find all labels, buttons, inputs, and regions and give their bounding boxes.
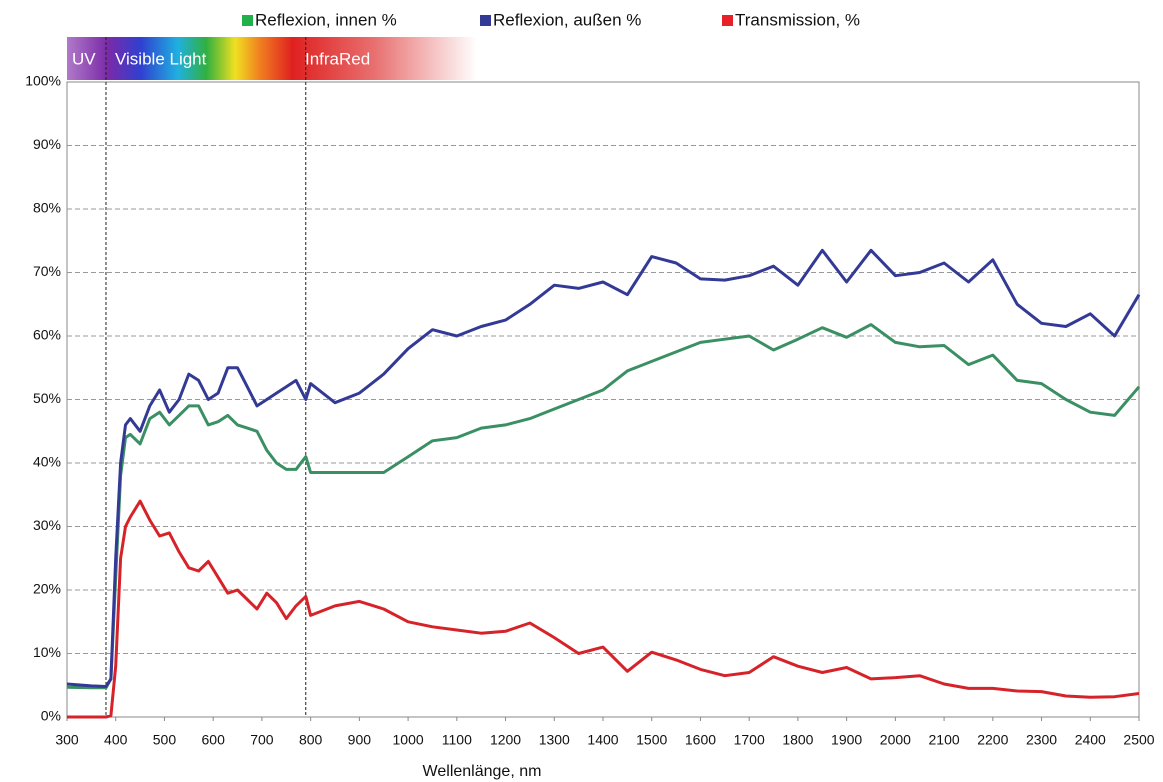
legend-swatch <box>480 15 491 26</box>
y-tick-label: 80% <box>33 200 61 216</box>
x-tick-label: 1900 <box>831 732 862 748</box>
series-line <box>66 248 1141 688</box>
band-label: Visible Light <box>115 49 207 68</box>
x-tick-label: 1700 <box>734 732 765 748</box>
series-line <box>67 499 1140 719</box>
series-line <box>66 323 1141 690</box>
y-tick-label: 0% <box>41 708 61 724</box>
x-tick-label: 500 <box>153 732 177 748</box>
y-tick-label: 40% <box>33 454 61 470</box>
y-tick-label: 70% <box>33 263 61 279</box>
y-tick-label: 30% <box>33 517 61 533</box>
y-tick-label: 50% <box>33 390 61 406</box>
y-tick-label: 10% <box>33 644 61 660</box>
x-tick-label: 900 <box>348 732 372 748</box>
x-tick-label: 400 <box>104 732 128 748</box>
y-tick-label: 90% <box>33 136 61 152</box>
x-tick-label: 1400 <box>587 732 618 748</box>
x-tick-label: 600 <box>202 732 226 748</box>
legend-label: Transmission, % <box>735 10 860 29</box>
band-label: InfraRed <box>305 49 370 68</box>
x-tick-label: 2500 <box>1123 732 1154 748</box>
x-tick-label: 800 <box>299 732 323 748</box>
x-tick-label: 1300 <box>539 732 570 748</box>
y-tick-label: 20% <box>33 581 61 597</box>
x-tick-label: 1100 <box>442 732 472 748</box>
x-tick-label: 2300 <box>1026 732 1057 748</box>
legend-swatch <box>722 15 733 26</box>
x-tick-label: 2100 <box>929 732 960 748</box>
band-label: UV <box>72 49 96 68</box>
spectrum-band <box>67 37 477 80</box>
x-tick-label: 1800 <box>782 732 813 748</box>
legend-label: Reflexion, innen % <box>255 10 397 29</box>
x-tick-label: 1600 <box>685 732 716 748</box>
x-tick-label: 700 <box>250 732 274 748</box>
legend-swatch <box>242 15 253 26</box>
x-tick-label: 2200 <box>977 732 1008 748</box>
x-tick-label: 2400 <box>1075 732 1106 748</box>
y-tick-label: 60% <box>33 327 61 343</box>
x-tick-label: 2000 <box>880 732 911 748</box>
y-tick-label: 100% <box>25 73 61 89</box>
x-tick-label: 1200 <box>490 732 521 748</box>
x-tick-label: 1000 <box>393 732 424 748</box>
x-tick-label: 1500 <box>636 732 667 748</box>
x-tick-label: 300 <box>55 732 79 748</box>
legend-label: Reflexion, außen % <box>493 10 641 29</box>
x-axis-label: Wellenlänge, nm <box>423 763 542 780</box>
